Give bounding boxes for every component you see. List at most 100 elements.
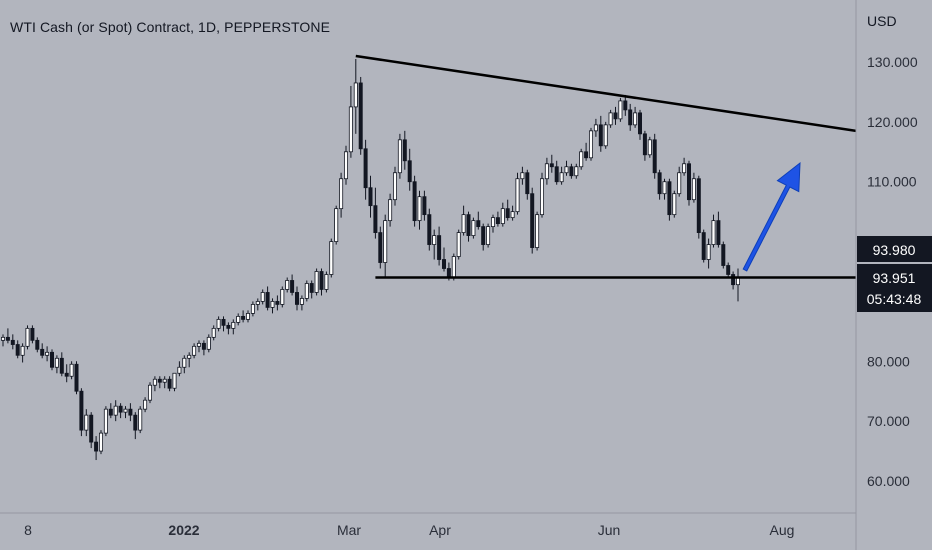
candle[interactable] [461, 205, 466, 236]
candle[interactable] [731, 271, 736, 290]
candle[interactable] [231, 319, 236, 335]
candle[interactable] [290, 274, 295, 296]
candle[interactable] [79, 388, 84, 437]
candle[interactable] [363, 139, 368, 200]
candle[interactable] [603, 121, 608, 149]
candle[interactable] [69, 361, 74, 380]
candle[interactable] [711, 214, 716, 248]
candle[interactable] [490, 214, 495, 233]
candle[interactable] [157, 376, 162, 389]
candle[interactable] [265, 286, 270, 311]
candle[interactable] [304, 280, 309, 302]
candle[interactable] [667, 178, 672, 221]
candle[interactable] [20, 343, 25, 363]
arrow-up-icon[interactable] [742, 161, 801, 272]
candle[interactable] [505, 199, 510, 221]
candle[interactable] [378, 226, 383, 269]
candle[interactable] [510, 205, 515, 221]
candle[interactable] [716, 211, 721, 248]
candle[interactable] [143, 397, 148, 413]
candle[interactable] [392, 166, 397, 206]
candle[interactable] [417, 190, 422, 230]
candle[interactable] [0, 334, 6, 347]
candle[interactable] [192, 343, 197, 359]
candle[interactable] [30, 325, 35, 344]
candle[interactable] [339, 172, 344, 218]
candle[interactable] [412, 175, 417, 227]
candle[interactable] [270, 298, 275, 314]
candle[interactable] [236, 313, 241, 326]
candle[interactable] [476, 211, 481, 230]
candle[interactable] [334, 205, 339, 245]
candle[interactable] [319, 268, 324, 296]
candle[interactable] [618, 97, 623, 122]
candle[interactable] [564, 160, 569, 176]
candle[interactable] [89, 412, 94, 449]
candle[interactable] [255, 298, 260, 311]
candle[interactable] [177, 361, 182, 377]
candle[interactable] [172, 372, 177, 392]
candle[interactable] [677, 166, 682, 197]
candle[interactable] [701, 229, 706, 263]
candle[interactable] [123, 406, 128, 419]
candle[interactable] [118, 403, 123, 419]
candle[interactable] [221, 316, 226, 332]
candle[interactable] [613, 106, 618, 125]
candle[interactable] [40, 343, 45, 359]
candle[interactable] [598, 115, 603, 152]
candle[interactable] [388, 193, 393, 227]
candle[interactable] [275, 295, 280, 311]
candle[interactable] [432, 229, 437, 260]
candle[interactable] [642, 130, 647, 161]
candle[interactable] [133, 412, 138, 440]
candle[interactable] [285, 277, 290, 293]
candle[interactable] [35, 337, 40, 353]
candle[interactable] [299, 295, 304, 311]
candle[interactable] [103, 406, 108, 437]
candle[interactable] [84, 409, 89, 437]
candle[interactable] [544, 157, 549, 185]
candle[interactable] [250, 301, 255, 317]
candle[interactable] [294, 286, 299, 311]
candle[interactable] [549, 154, 554, 173]
candle[interactable] [726, 262, 731, 278]
candle[interactable] [15, 340, 20, 359]
candle[interactable] [559, 166, 564, 185]
candle[interactable] [623, 94, 628, 116]
candle[interactable] [574, 163, 579, 179]
candle[interactable] [682, 157, 687, 176]
candle[interactable] [329, 238, 334, 278]
candle[interactable] [353, 59, 358, 134]
candle[interactable] [196, 340, 201, 353]
candle[interactable] [241, 310, 246, 323]
candle[interactable] [182, 355, 187, 374]
candle[interactable] [593, 118, 598, 137]
candle[interactable] [25, 325, 30, 350]
candle[interactable] [466, 211, 471, 242]
candle[interactable] [672, 190, 677, 218]
candle[interactable] [633, 106, 638, 128]
drawing-annotations[interactable] [355, 54, 857, 279]
plot-area[interactable] [0, 59, 741, 461]
candle[interactable] [368, 175, 373, 218]
candle[interactable] [515, 172, 520, 215]
candle[interactable] [201, 340, 206, 356]
candle[interactable] [50, 349, 55, 371]
candle[interactable] [500, 202, 505, 227]
candle[interactable] [54, 355, 59, 374]
candle[interactable] [245, 310, 250, 323]
candle[interactable] [206, 334, 211, 353]
candle[interactable] [647, 136, 652, 158]
candle[interactable] [589, 127, 594, 161]
candle[interactable] [687, 160, 692, 206]
candle[interactable] [486, 223, 491, 248]
candle[interactable] [495, 211, 500, 227]
candle[interactable] [74, 361, 79, 395]
time-axis[interactable]: 8 2022 Mar Apr Jun Aug [0, 512, 856, 538]
candle[interactable] [280, 286, 285, 308]
candle[interactable] [343, 145, 348, 185]
candle[interactable] [407, 148, 412, 191]
candle[interactable] [657, 169, 662, 200]
candle[interactable] [652, 133, 657, 179]
